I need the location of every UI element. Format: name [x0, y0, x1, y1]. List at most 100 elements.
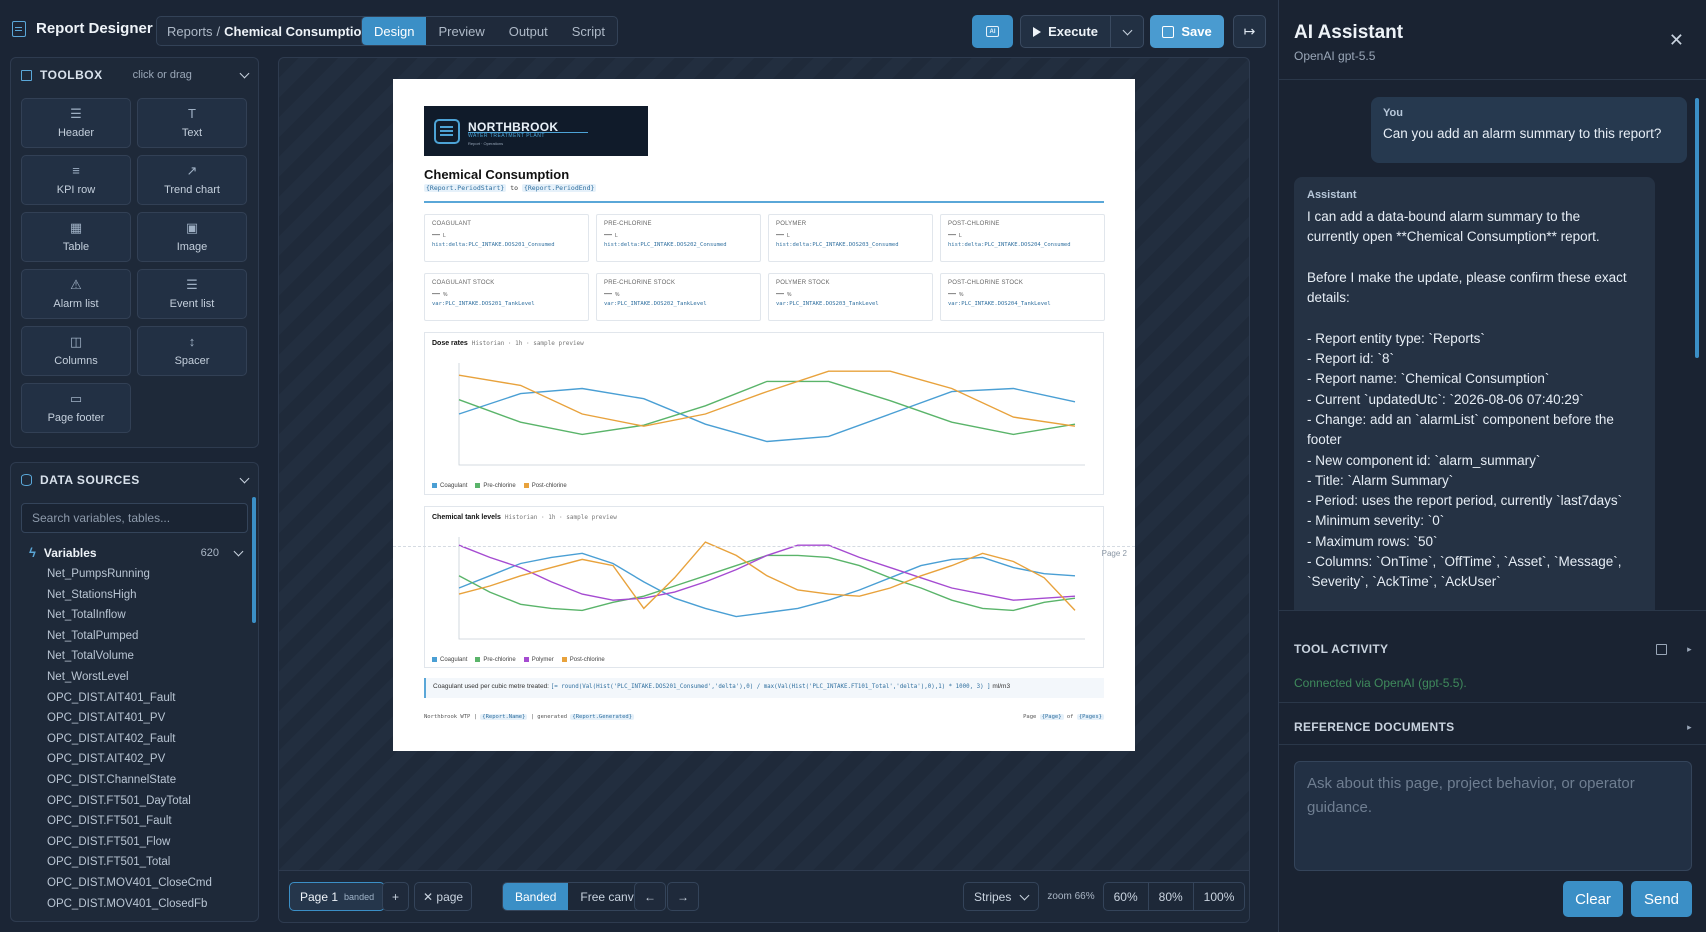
- tool-text[interactable]: T Text: [137, 98, 247, 148]
- tool-kpi-row[interactable]: ≡ KPI row: [21, 155, 131, 205]
- variables-group[interactable]: ϟ Variables 620: [11, 541, 258, 564]
- tool-table[interactable]: ▦ Table: [21, 212, 131, 262]
- kpi-label: POST-CHLORINE STOCK: [948, 280, 1024, 286]
- tool-event-list[interactable]: ☰ Event list: [137, 269, 247, 319]
- tab-preview[interactable]: Preview: [438, 23, 485, 39]
- execute-button[interactable]: Execute: [1020, 15, 1111, 48]
- variable-item[interactable]: Net_TotalVolume: [47, 650, 134, 663]
- close-icon[interactable]: ✕: [1668, 30, 1684, 50]
- send-button[interactable]: Send: [1631, 881, 1692, 917]
- zoom-60-button[interactable]: 60%: [1104, 883, 1149, 910]
- clear-button[interactable]: Clear: [1563, 881, 1623, 917]
- tool-page-footer[interactable]: ▭ Page footer: [21, 383, 131, 433]
- ai-toggle-button[interactable]: AI: [972, 15, 1013, 48]
- exit-button[interactable]: ↦: [1233, 15, 1266, 48]
- tool-label: Alarm list: [53, 298, 99, 310]
- breadcrumb[interactable]: Reports / Chemical Consumption: [156, 16, 381, 46]
- breadcrumb-parent[interactable]: Reports: [167, 23, 213, 39]
- report-header-logo[interactable]: NORTHBROOK WATER TREATMENT PLANT Report …: [424, 106, 648, 156]
- report-page[interactable]: NORTHBROOK WATER TREATMENT PLANT Report …: [393, 79, 1135, 751]
- next-page-button[interactable]: →: [667, 882, 699, 911]
- prev-page-button[interactable]: ←: [634, 882, 666, 911]
- save-button[interactable]: Save: [1150, 15, 1224, 48]
- tab-output[interactable]: Output: [508, 23, 548, 39]
- remove-page-button[interactable]: ✕ page: [414, 882, 473, 911]
- chevron-down-icon: [1019, 890, 1030, 900]
- tool-label: Columns: [54, 355, 98, 367]
- variable-item[interactable]: OPC_DIST.FT501_Flow: [47, 835, 171, 848]
- variable-item[interactable]: OPC_DIST.MOV401_CloseCmd: [47, 876, 212, 889]
- tool-activity-header[interactable]: TOOL ACTIVITY ▸: [1294, 642, 1692, 656]
- variable-item[interactable]: Net_PumpsRunning: [47, 568, 150, 580]
- tool-trend-chart[interactable]: ↗ Trend chart: [137, 155, 247, 205]
- chat-scrollbar[interactable]: [1695, 98, 1699, 358]
- variable-item[interactable]: OPC_DIST.AIT402_PV: [47, 753, 166, 766]
- chat-thread[interactable]: You Can you add an alarm summary to this…: [1279, 80, 1706, 610]
- chevron-down-icon[interactable]: [239, 473, 250, 484]
- data-sources-header[interactable]: DATA SOURCES: [11, 463, 258, 497]
- variable-item[interactable]: Net_WorstLevel: [47, 670, 129, 683]
- variable-item[interactable]: OPC_DIST.FT501_Fault: [47, 815, 172, 828]
- assistant-message-line: - Change: add an `alarmList` component b…: [1307, 411, 1614, 427]
- series-line-pre-chlorine: [458, 554, 1076, 612]
- mode-free-canvas-button[interactable]: Free canvas: [580, 889, 647, 904]
- tank-levels-chart[interactable]: Chemical tank levels Historian · 1h · sam…: [424, 506, 1104, 668]
- kpi-card[interactable]: COAGULANT STOCK —% var:PLC_INTAKE.DOS201_T…: [424, 273, 589, 321]
- kpi-card[interactable]: POLYMER STOCK —% var:PLC_INTAKE.DOS203_Tan…: [768, 273, 933, 321]
- variables-search-input[interactable]: Search variables, tables...: [21, 503, 248, 533]
- zoom-preset-buttons: 60% 80% 100%: [1102, 882, 1246, 911]
- variable-item[interactable]: Net_TotalInflow: [47, 609, 126, 622]
- page-1-tab[interactable]: Page 1 banded: [289, 882, 386, 911]
- chart-title: Chemical tank levels Historian · 1h · sam…: [432, 514, 617, 521]
- open-external-icon[interactable]: [1656, 643, 1668, 655]
- toolbox-header[interactable]: TOOLBOX click or drag: [11, 58, 258, 92]
- tool-image[interactable]: ▣ Image: [137, 212, 247, 262]
- variable-item[interactable]: OPC_DIST.FT501_DayTotal: [47, 794, 191, 807]
- report-period[interactable]: {Report.PeriodStart} to {Report.PeriodEn…: [424, 184, 597, 192]
- page-footer-left[interactable]: Northbrook WTP | {Report.Name} | generat…: [424, 714, 635, 720]
- tool-spacer[interactable]: ↕ Spacer: [137, 326, 247, 376]
- execute-options-button[interactable]: [1111, 15, 1144, 48]
- chart-title-text: Chemical tank levels: [432, 514, 501, 521]
- tab-script[interactable]: Script: [571, 23, 605, 39]
- background-select[interactable]: Stripes: [963, 882, 1040, 911]
- add-page-button[interactable]: +: [382, 882, 410, 911]
- zoom-100-button[interactable]: 100%: [1203, 889, 1235, 904]
- dose-rates-chart[interactable]: Dose rates Historian · 1h · sample previe…: [424, 332, 1104, 495]
- tool-alarm-list[interactable]: ⚠ Alarm list: [21, 269, 131, 319]
- assistant-message-line: - New component id: `alarm_summary`: [1307, 452, 1541, 468]
- variable-item[interactable]: OPC_DIST.MOV401_ClosedFb: [47, 897, 208, 910]
- chevron-down-icon[interactable]: [239, 68, 250, 79]
- tool-columns[interactable]: ◫ Columns: [21, 326, 131, 376]
- variable-item[interactable]: OPC_DIST.AIT401_PV: [47, 712, 166, 725]
- tool-header[interactable]: ☰ Header: [21, 98, 131, 148]
- bolt-icon: ϟ: [29, 545, 36, 560]
- page-footer-right[interactable]: Page {Page} of {Pages}: [1023, 714, 1104, 720]
- reference-documents-header[interactable]: REFERENCE DOCUMENTS ▸: [1294, 720, 1692, 734]
- report-title[interactable]: Chemical Consumption: [424, 167, 570, 182]
- variable-item[interactable]: Net_StationsHigh: [47, 588, 137, 601]
- variable-item[interactable]: OPC_DIST.ChannelState: [47, 773, 177, 786]
- tab-design[interactable]: Design: [362, 17, 427, 45]
- kpi-card[interactable]: POST-CHLORINE STOCK —% var:PLC_INTAKE.DOS2…: [940, 273, 1105, 321]
- calculated-text[interactable]: Coagulant used per cubic metre treated: …: [424, 678, 1104, 698]
- variable-item[interactable]: OPC_DIST.AIT402_Fault: [47, 732, 176, 745]
- expand-arrow-icon[interactable]: ▸: [1687, 721, 1692, 732]
- prompt-input[interactable]: Ask about this page, project behavior, o…: [1294, 761, 1692, 871]
- mode-banded-button[interactable]: Banded: [503, 883, 569, 910]
- series-line-pre-chlorine: [458, 380, 1076, 436]
- series-line-post-chlorine: [458, 541, 1076, 611]
- kpi-card[interactable]: PRE-CHLORINE STOCK —% var:PLC_INTAKE.DOS20…: [596, 273, 761, 321]
- data-sources-scrollbar[interactable]: [252, 497, 256, 623]
- zoom-80-button[interactable]: 80%: [1149, 883, 1194, 910]
- chart-legend: Coagulant Pre-chlorine Post-chlorine: [432, 483, 567, 489]
- variable-item[interactable]: OPC_DIST.FT501_Total: [47, 856, 171, 869]
- variable-item[interactable]: Net_TotalPumped: [47, 629, 139, 642]
- chevron-down-icon[interactable]: [233, 546, 244, 556]
- expand-arrow-icon[interactable]: ▸: [1687, 643, 1692, 654]
- variable-item[interactable]: OPC_DIST.AIT401_Fault: [47, 691, 176, 704]
